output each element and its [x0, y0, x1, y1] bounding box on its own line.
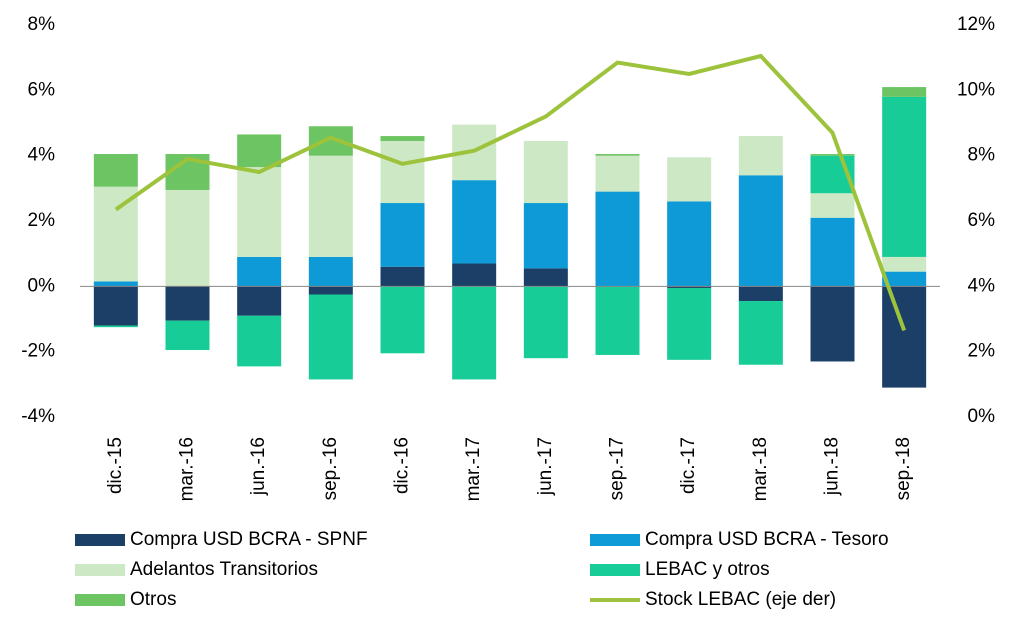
- y-tick-label: 0%: [28, 275, 56, 296]
- y-tick-label: 6%: [28, 79, 56, 100]
- bar-segment: [810, 193, 855, 218]
- x-tick-label: sep.-18: [893, 437, 914, 500]
- x-tick-label: jun.-16: [248, 437, 269, 496]
- bar-segment: [237, 256, 282, 287]
- bar-segment: [380, 266, 425, 287]
- bar-segment: [810, 154, 855, 156]
- legend-label: Otros: [130, 589, 176, 610]
- bar-segment: [165, 189, 210, 287]
- bar-segment: [882, 286, 927, 388]
- bar-segment: [452, 263, 497, 287]
- legend-label: Stock LEBAC (eje der): [645, 589, 836, 610]
- bar-segment: [93, 186, 138, 282]
- legend-swatch: [75, 534, 125, 546]
- y2-tick-label: 6%: [968, 210, 996, 231]
- bar-segment: [452, 180, 497, 264]
- bar-segment: [738, 136, 783, 176]
- x-tick-label: dic.-16: [392, 437, 413, 494]
- legend-swatch: [75, 564, 125, 576]
- bar-segment: [308, 256, 353, 287]
- bar-segment: [595, 191, 640, 287]
- bar-segment: [882, 87, 927, 97]
- bar-segment: [595, 155, 640, 192]
- bar-segment: [380, 136, 425, 141]
- bar-segment: [237, 315, 282, 367]
- bar-segment: [810, 286, 855, 362]
- y-tick-label: 8%: [28, 14, 56, 35]
- y2-tick-label: 12%: [957, 14, 995, 35]
- bar-segment: [667, 287, 712, 360]
- y2-tick-label: 2%: [968, 341, 996, 362]
- bar-segment: [308, 286, 353, 295]
- bar-segment: [523, 203, 568, 269]
- x-tick-label: sep.-17: [607, 437, 628, 500]
- bar-segment: [595, 154, 640, 156]
- y-tick-label: -4%: [21, 406, 55, 427]
- x-tick-label: mar.-17: [463, 437, 484, 501]
- bar-segment: [308, 155, 353, 257]
- y2-tick-label: 10%: [957, 79, 995, 100]
- x-tick-label: jun.-18: [822, 437, 843, 496]
- bar-segment: [237, 167, 282, 257]
- bar-segment: [738, 286, 783, 302]
- bar-segment: [738, 175, 783, 287]
- bar-segment: [237, 134, 282, 168]
- bar-segment: [165, 286, 210, 321]
- y2-tick-label: 8%: [968, 145, 996, 166]
- bar-segment: [667, 286, 712, 288]
- x-tick-label: mar.-18: [750, 437, 771, 501]
- legend-swatch: [590, 564, 640, 576]
- bar-segment: [165, 320, 210, 351]
- bar-segment: [93, 281, 138, 287]
- y-tick-label: -2%: [21, 341, 55, 362]
- bar-segment: [93, 286, 138, 326]
- bar-segment: [380, 286, 425, 354]
- bar-segment: [882, 271, 927, 287]
- bar-segment: [380, 203, 425, 267]
- bar-segment: [523, 268, 568, 287]
- bar-segment: [595, 286, 640, 355]
- bar-segment: [523, 286, 568, 359]
- bar-segment: [452, 286, 497, 380]
- x-tick-label: mar.-16: [177, 437, 198, 501]
- legend-label: LEBAC y otros: [645, 559, 770, 580]
- bar-segment: [237, 286, 282, 316]
- bar-segment: [882, 96, 927, 257]
- bar-segment: [308, 126, 353, 156]
- bar-segment: [93, 154, 138, 187]
- legend-label: Adelantos Transitorios: [130, 559, 318, 580]
- x-tick-label: dic.-17: [678, 437, 699, 494]
- line-series: [114, 53, 907, 332]
- bar-segment: [667, 157, 712, 202]
- x-tick-label: sep.-16: [320, 437, 341, 500]
- y-tick-label: 4%: [28, 145, 56, 166]
- bar-segment: [308, 294, 353, 380]
- x-tick-label: jun.-17: [535, 437, 556, 496]
- legend-label: Compra USD BCRA - SPNF: [130, 529, 368, 550]
- x-tick-label: dic.-15: [105, 437, 126, 494]
- y2-tick-label: 4%: [968, 275, 996, 296]
- y-tick-label: 2%: [28, 210, 56, 231]
- bar-segment: [93, 325, 138, 328]
- bar-segment: [810, 217, 855, 287]
- bar-segment: [738, 301, 783, 365]
- legend-label: Compra USD BCRA - Tesoro: [645, 529, 889, 550]
- bar-segment: [882, 256, 927, 272]
- y2-tick-label: 0%: [968, 406, 996, 427]
- bar-segment: [380, 140, 425, 204]
- legend-swatch: [590, 534, 640, 546]
- legend-swatch: [75, 594, 125, 606]
- bar-segment: [667, 201, 712, 287]
- bar-segment: [523, 140, 568, 204]
